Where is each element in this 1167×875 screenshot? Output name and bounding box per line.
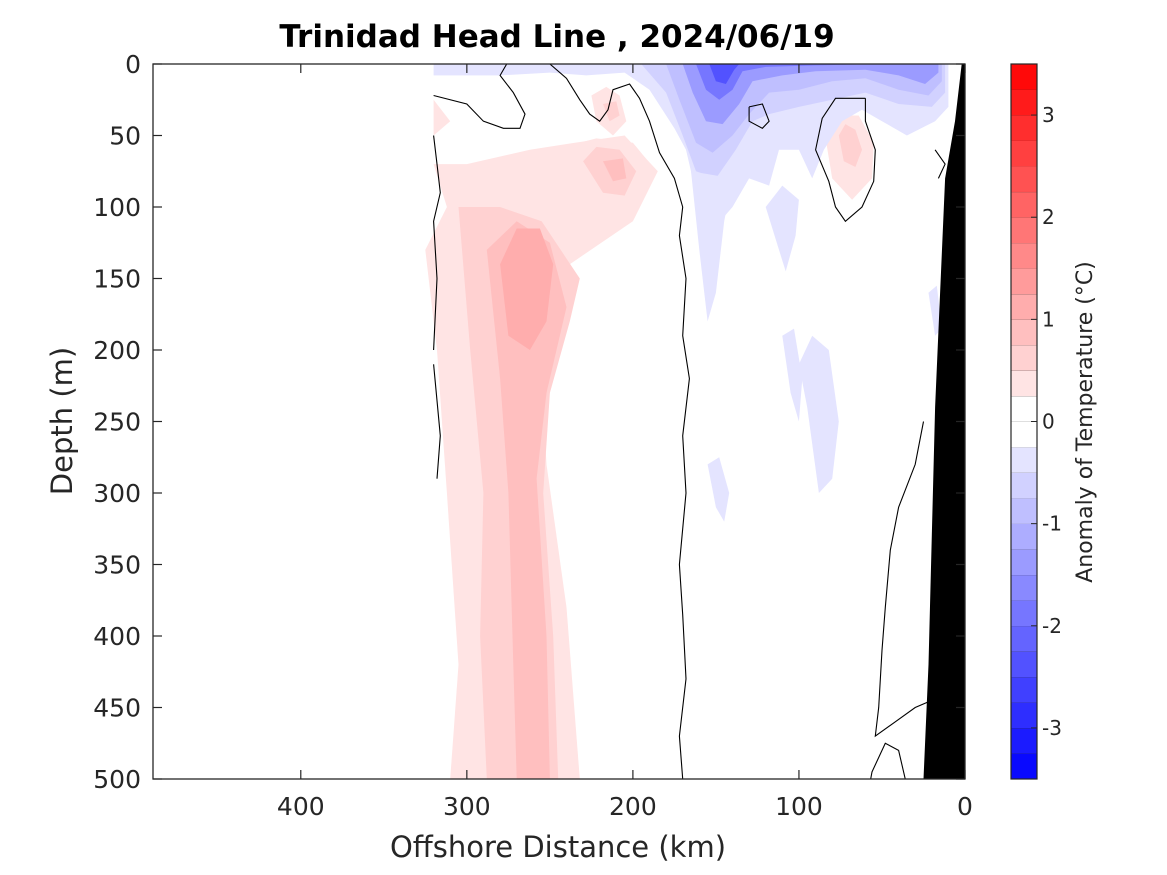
colorbar-band: [1011, 549, 1037, 576]
y-tick-label: 150: [93, 265, 141, 294]
colorbar-band: [1011, 64, 1037, 90]
colorbar-band: [1011, 268, 1037, 295]
colorbar-band: [1011, 727, 1037, 754]
colorbar: -3 -2 -1 0 1 2 3: [1010, 63, 1062, 780]
colorbar-band: [1011, 89, 1037, 116]
colorbar-band: [1011, 702, 1037, 729]
colorbar-band: [1011, 600, 1037, 627]
x-axis-label: Offshore Distance (km): [390, 830, 726, 864]
colorbar-label: Anomaly of Temperature (°C): [1073, 261, 1098, 583]
zero-contour-line: [874, 421, 933, 738]
colorbar-band: [1011, 651, 1037, 678]
zero-contour-lines: [433, 64, 946, 779]
warm-patch-near-shore-core: [838, 124, 862, 167]
seafloor-bathymetry: [923, 64, 965, 779]
x-tick-label: 400: [277, 792, 325, 821]
x-tick-label: 300: [443, 792, 491, 821]
colorbar-tick-label: 2: [1042, 205, 1055, 229]
colorbar-band: [1011, 395, 1037, 422]
zero-contour-line: [433, 364, 441, 479]
y-tick-label: 350: [93, 551, 141, 580]
y-tick-label: 200: [93, 336, 141, 365]
colorbar-band: [1011, 217, 1037, 244]
colorbar-band: [1011, 140, 1037, 167]
y-tick-label: 450: [93, 694, 141, 723]
cold-core-peak: [709, 64, 740, 84]
colorbar-tick-label: -2: [1042, 614, 1062, 638]
zero-contour-line: [748, 103, 770, 129]
cold-sliver-shore: [928, 285, 942, 336]
colorbar-band: [1011, 344, 1037, 371]
colorbar-tick-label: 0: [1042, 410, 1055, 434]
colorbar-band: [1011, 293, 1037, 320]
y-axis-ticks: 0 50 100 150 200 250 300 350 400 450 500: [93, 50, 965, 794]
y-tick-label: 500: [93, 765, 141, 794]
anomaly-field: [425, 64, 949, 779]
warm-column-inner: [486, 221, 567, 779]
y-tick-label: 300: [93, 479, 141, 508]
colorbar-tick-label: -3: [1042, 716, 1062, 740]
y-tick-label: 100: [93, 193, 141, 222]
zero-contour-line: [934, 149, 946, 179]
y-tick-label: 50: [109, 122, 141, 151]
colorbar-band: [1011, 447, 1037, 473]
zero-contour-line: [433, 135, 441, 351]
x-tick-label: 200: [609, 792, 657, 821]
colorbar-band: [1011, 166, 1037, 192]
zero-contour-line: [870, 742, 906, 779]
y-tick-label: 0: [125, 50, 141, 79]
x-tick-label: 100: [775, 792, 823, 821]
y-axis-label: Depth (m): [45, 347, 79, 495]
y-tick-label: 250: [93, 408, 141, 437]
warm-patch-core: [603, 158, 627, 182]
warm-sliver-top-left: [433, 99, 451, 136]
y-tick-label: 400: [93, 622, 141, 651]
cold-tongue-mid: [691, 171, 733, 322]
colorbar-band: [1011, 676, 1037, 703]
colorbar-band: [1011, 523, 1037, 550]
zero-contour-line: [815, 97, 876, 223]
cold-tongue-right: [765, 185, 799, 272]
colorbar-band: [1011, 625, 1037, 652]
x-axis-ticks: 400 300 200 100 0: [277, 64, 973, 821]
cold-core-mid: [682, 64, 939, 125]
colorbar-band: [1011, 191, 1037, 218]
warm-patch-top-core: [603, 101, 620, 122]
x-tick-label: 0: [957, 792, 973, 821]
colorbar-band: [1011, 574, 1037, 601]
colorbar-tick-label: -1: [1042, 512, 1062, 536]
zero-contour-line: [433, 64, 526, 129]
colorbar-band: [1011, 498, 1037, 524]
colorbar-tick-label: 3: [1042, 103, 1055, 127]
cold-sliver-mid: [782, 328, 803, 422]
cold-patch-deep-left: [707, 457, 730, 522]
colorbar-band: [1011, 319, 1037, 346]
colorbar-band: [1011, 242, 1037, 269]
zero-contour-line: [549, 64, 690, 779]
colorbar-band: [1011, 472, 1037, 499]
colorbar-tick-label: 1: [1042, 307, 1055, 331]
colorbar-band: [1011, 753, 1037, 780]
warm-core: [500, 228, 554, 350]
chart-title: Trinidad Head Line , 2024/06/19: [279, 19, 834, 55]
colorbar-band: [1011, 421, 1037, 448]
cold-patch-deep: [798, 335, 839, 493]
colorbar-band: [1011, 115, 1037, 141]
colorbar-band: [1011, 370, 1037, 397]
